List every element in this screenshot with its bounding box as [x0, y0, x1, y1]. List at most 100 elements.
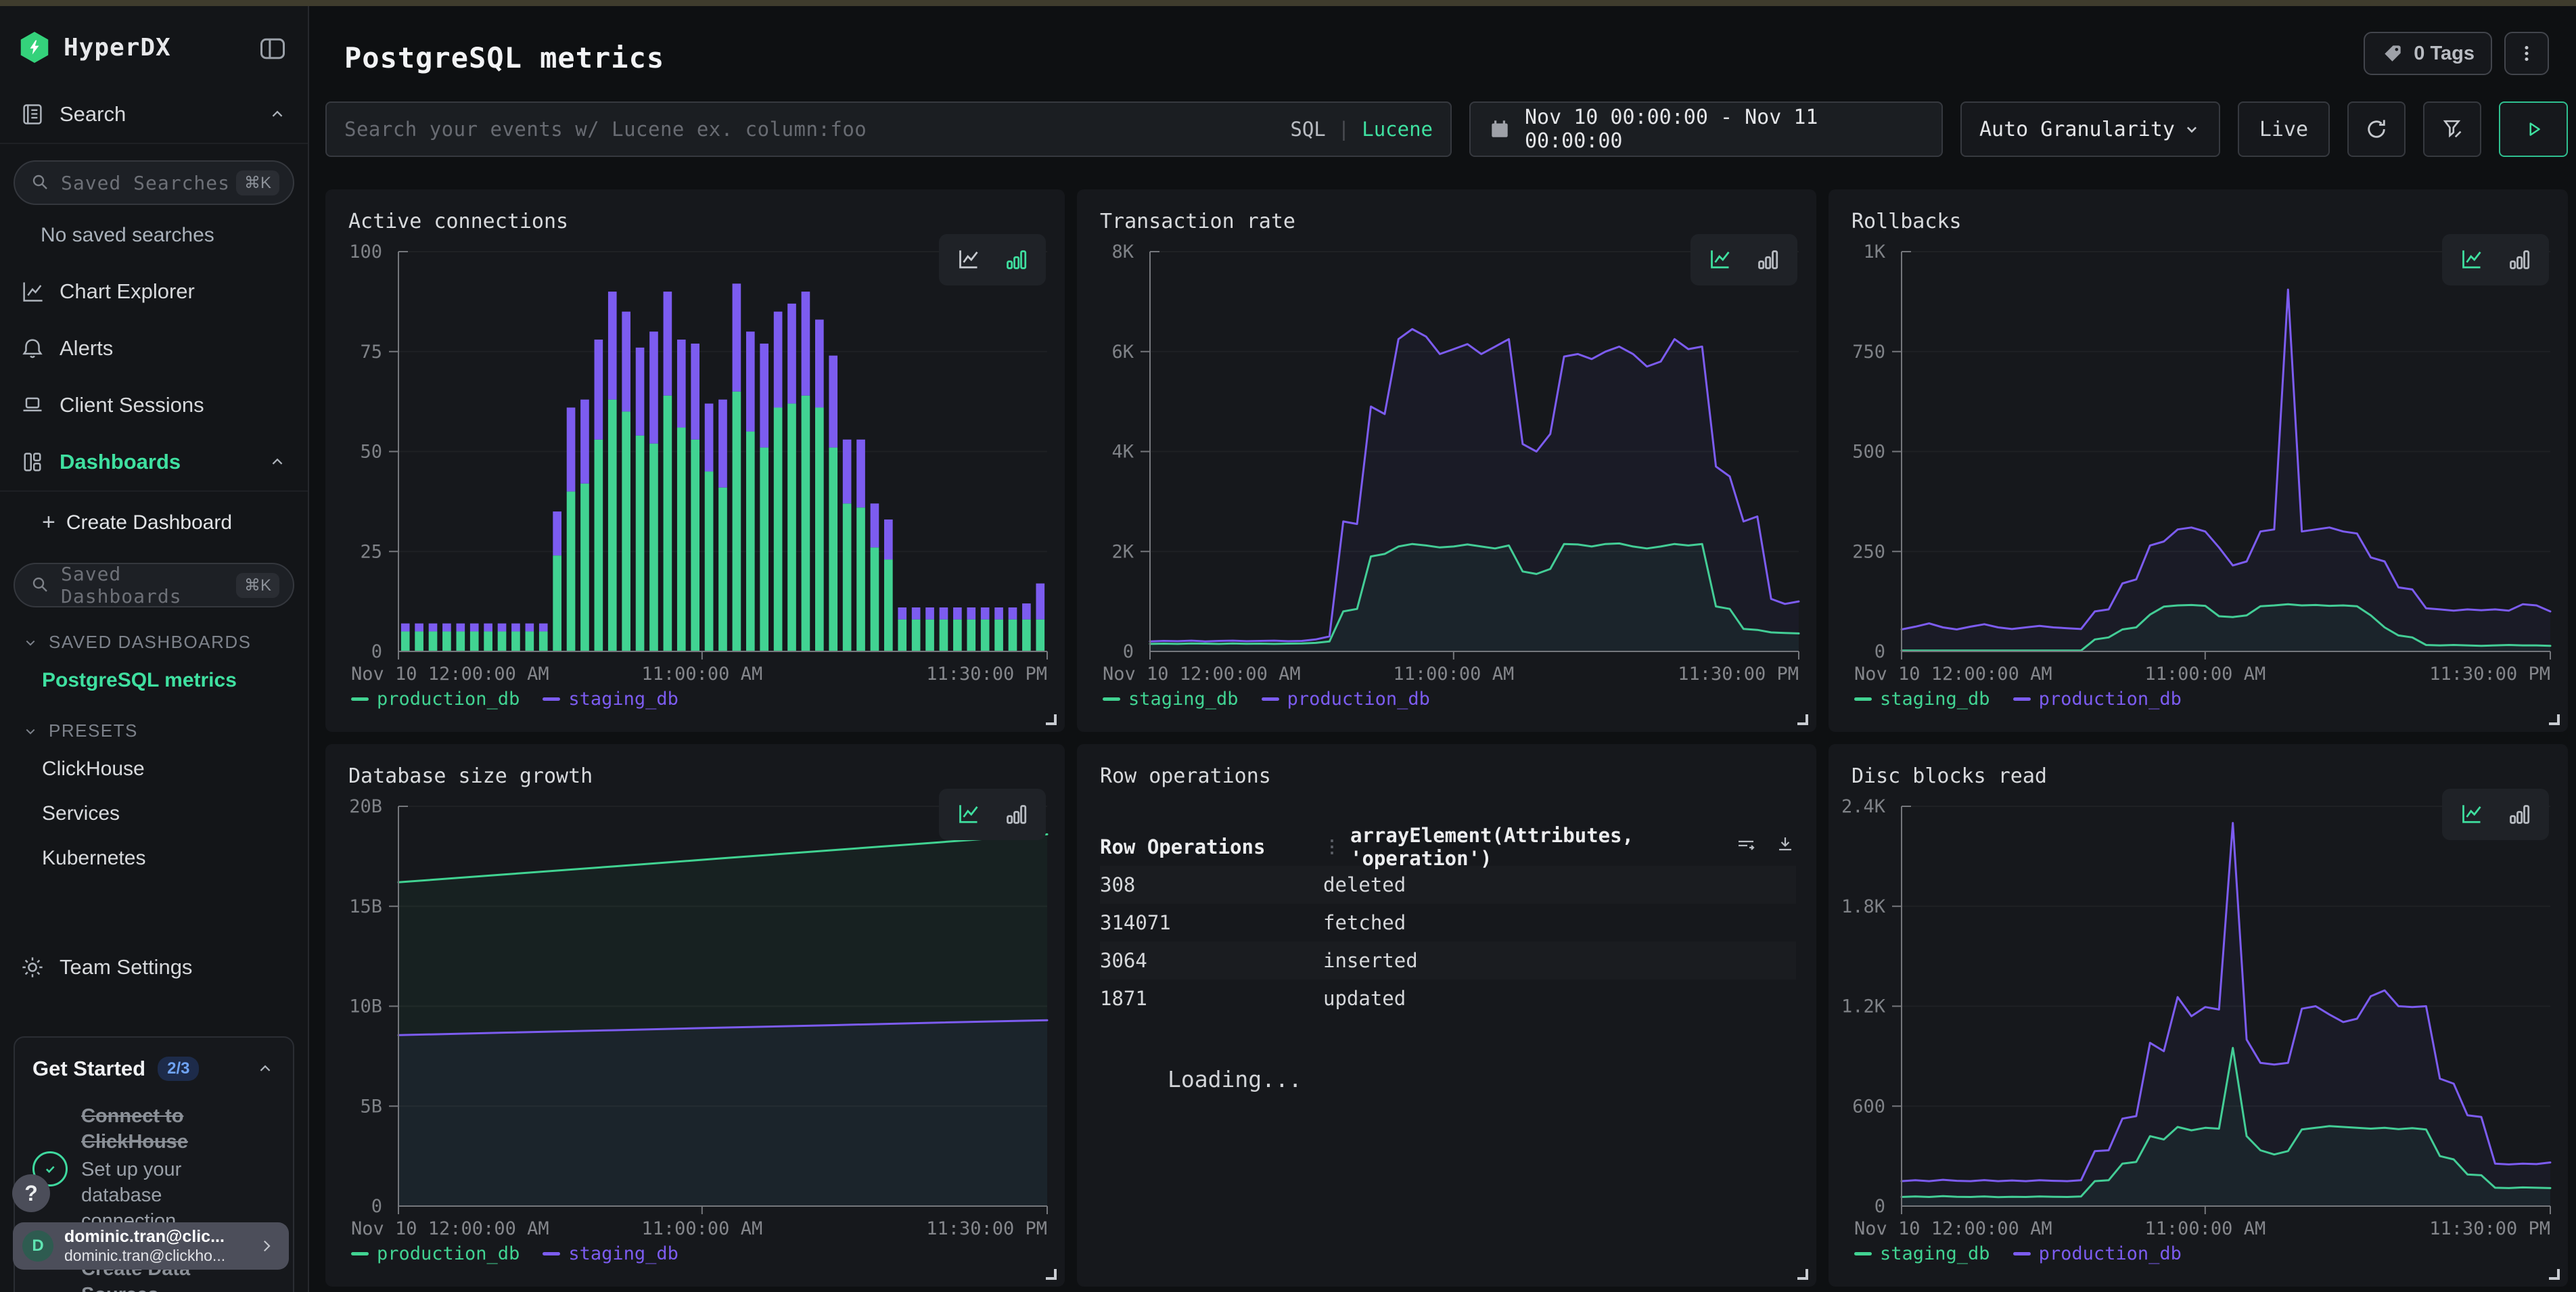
sidebar-item-chart-explorer[interactable]: Chart Explorer	[0, 263, 308, 320]
table-row[interactable]: 314071fetched	[1100, 904, 1796, 942]
line-chart-icon[interactable]	[1707, 246, 1734, 273]
table-header-row: Row Operations⋮arrayElement(Attributes, …	[1100, 824, 1796, 866]
preset-item[interactable]: Kubernetes	[0, 836, 308, 881]
legend-item[interactable]: staging_db	[1854, 689, 1990, 710]
svg-text:8K: 8K	[1111, 241, 1134, 262]
date-range-picker[interactable]: Nov 10 00:00:00 - Nov 11 00:00:00	[1469, 101, 1943, 157]
create-dashboard-label: Create Dashboard	[66, 511, 232, 534]
user-menu[interactable]: D dominic.tran@clic... dominic.tran@clic…	[13, 1222, 289, 1270]
chart-legend: production_db staging_db	[351, 689, 678, 710]
table-cell-operation: fetched	[1323, 911, 1715, 934]
kebab-icon	[2515, 42, 2538, 65]
create-dashboard-button[interactable]: + Create Dashboard	[0, 492, 308, 547]
saved-dashboard-item[interactable]: PostgreSQL metrics	[0, 658, 308, 703]
get-started-item[interactable]: Connect to ClickHouseSet up your databas…	[32, 1104, 275, 1234]
saved-dashboards-section-header[interactable]: SAVED DASHBOARDS	[0, 614, 308, 658]
alerts-icon	[20, 336, 45, 361]
sidebar-item-client-sessions[interactable]: Client Sessions	[0, 377, 308, 434]
chart-panel-disc-blocks-read: Disc blocks read06001.2K1.8K2.4KNov 10 1…	[1828, 744, 2568, 1287]
chevron-down-icon	[2182, 120, 2201, 139]
legend-label: production_db	[2039, 689, 2182, 710]
chevron-up-icon[interactable]	[267, 452, 288, 472]
legend-item[interactable]: staging_db	[1854, 1243, 1990, 1264]
saved-searches-input[interactable]: Saved Searches ⌘K	[14, 160, 294, 205]
bar-chart-icon[interactable]	[1003, 246, 1030, 273]
table-row[interactable]: 1871updated	[1100, 979, 1796, 1017]
line-chart-icon[interactable]	[955, 801, 982, 828]
sql-mode-button[interactable]: SQL	[1290, 118, 1325, 141]
table-cell-operation: updated	[1323, 987, 1715, 1010]
legend-item[interactable]: production_db	[1262, 689, 1430, 710]
saved-dashboards-input[interactable]: Saved Dashboards ⌘K	[14, 563, 294, 607]
legend-label: staging_db	[1880, 689, 1990, 710]
chart-panel-row-operations: Row operationsRow Operations⋮arrayElemen…	[1077, 744, 1816, 1287]
svg-text:750: 750	[1852, 342, 1885, 363]
table-row[interactable]: 3064inserted	[1100, 942, 1796, 979]
download-icon[interactable]	[1774, 834, 1796, 860]
legend-item[interactable]: staging_db	[543, 1243, 678, 1264]
tags-button[interactable]: 0 Tags	[2364, 32, 2492, 75]
chevron-up-icon[interactable]	[255, 1059, 275, 1079]
get-started-item-title: Connect to ClickHouse	[81, 1104, 242, 1155]
filter-button[interactable]	[2423, 101, 2481, 157]
search-icon	[30, 172, 51, 193]
event-search-placeholder: Search your events w/ Lucene ex. column:…	[344, 118, 867, 141]
table-row[interactable]: 308deleted	[1100, 866, 1796, 904]
gear-icon	[20, 955, 45, 979]
svg-text:11:00:00 AM: 11:00:00 AM	[1393, 664, 1514, 685]
line-chart-icon[interactable]	[955, 246, 982, 273]
dashboard-menu-button[interactable]	[2504, 32, 2549, 75]
svg-text:11:30:00 PM: 11:30:00 PM	[1678, 664, 1799, 685]
table-cell-count: 1871	[1100, 987, 1323, 1010]
granularity-select[interactable]: Auto Granularity	[1960, 101, 2220, 157]
panel-title: Disc blocks read	[1852, 764, 2047, 788]
sidebar-item-team-settings[interactable]: Team Settings	[0, 939, 308, 996]
svg-text:11:30:00 PM: 11:30:00 PM	[926, 1218, 1047, 1239]
preset-item[interactable]: Services	[0, 791, 308, 836]
legend-swatch	[2013, 697, 2031, 701]
chart-type-toolbar	[2442, 234, 2549, 285]
tags-label: 0 Tags	[2414, 43, 2475, 65]
chevron-up-icon[interactable]	[267, 104, 288, 124]
presets-section-header[interactable]: PRESETS	[0, 703, 308, 747]
column-resize-handle[interactable]: ⋮	[1323, 837, 1339, 857]
legend-label: production_db	[1287, 689, 1430, 710]
calendar-icon	[1488, 118, 1511, 141]
client-sessions-icon	[20, 393, 45, 417]
bar-chart-icon[interactable]	[1003, 801, 1030, 828]
event-search-input[interactable]: Search your events w/ Lucene ex. column:…	[325, 101, 1452, 157]
sidebar-item-label: Alerts	[60, 336, 113, 361]
legend-label: staging_db	[1880, 1243, 1990, 1264]
panel-resize-handle[interactable]	[1797, 1269, 1808, 1280]
line-chart-icon[interactable]	[2458, 246, 2485, 273]
saved-searches-placeholder: Saved Searches	[61, 172, 230, 194]
lucene-mode-button[interactable]: Lucene	[1362, 118, 1433, 141]
legend-item[interactable]: staging_db	[1103, 689, 1239, 710]
bar-chart-icon[interactable]	[1754, 246, 1781, 273]
legend-item[interactable]: production_db	[351, 1243, 520, 1264]
run-query-button[interactable]	[2499, 101, 2568, 157]
sidebar-item-search[interactable]: Search	[0, 86, 308, 144]
refresh-icon	[2364, 116, 2389, 142]
help-button[interactable]: ?	[12, 1174, 50, 1212]
bar-chart-icon[interactable]	[2506, 801, 2533, 828]
live-button[interactable]: Live	[2238, 101, 2330, 157]
legend-item[interactable]: production_db	[2013, 1243, 2182, 1264]
bar-chart-icon[interactable]	[2506, 246, 2533, 273]
sidebar-collapse-icon[interactable]	[258, 34, 288, 61]
sidebar-item-label: Chart Explorer	[60, 279, 195, 304]
refresh-button[interactable]	[2347, 101, 2406, 157]
svg-text:2K: 2K	[1111, 541, 1134, 562]
preset-item[interactable]: ClickHouse	[0, 747, 308, 791]
sidebar-item-alerts[interactable]: Alerts	[0, 320, 308, 377]
line-chart-icon[interactable]	[2458, 801, 2485, 828]
section-header-label: PRESETS	[49, 720, 138, 741]
legend-item[interactable]: production_db	[2013, 689, 2182, 710]
mode-divider: |	[1338, 118, 1350, 141]
sidebar-item-dashboards[interactable]: Dashboards	[0, 434, 308, 492]
brand-name: HyperDX	[64, 34, 171, 62]
legend-item[interactable]: production_db	[351, 689, 520, 710]
wrap-lines-icon[interactable]	[1735, 834, 1757, 860]
legend-item[interactable]: staging_db	[543, 689, 678, 710]
presets-list: ClickHouseServicesKubernetes	[0, 747, 308, 881]
